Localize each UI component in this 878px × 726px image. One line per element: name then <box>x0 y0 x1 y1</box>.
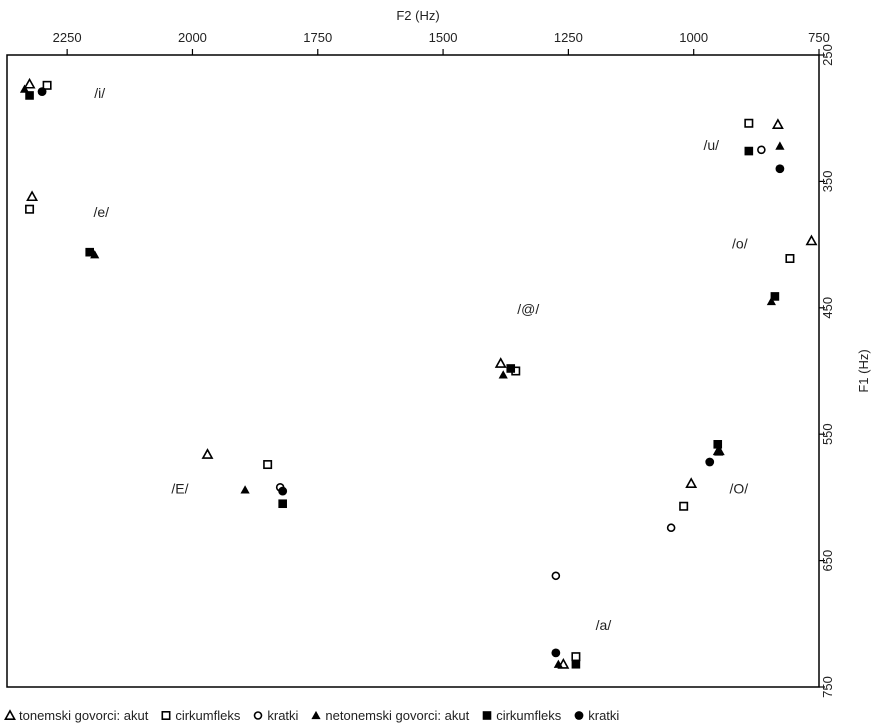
data-point-triangle-filled <box>19 84 30 93</box>
data-point-square-open <box>744 118 754 128</box>
legend-item: netonemski govorci: akut <box>310 708 469 723</box>
formant-scatter-chart: F2 (Hz) F1 (Hz) 2250 2000 1750 1500 1250 1000… <box>6 8 871 698</box>
data-point-square-open <box>679 501 689 511</box>
data-point-triangle-filled <box>766 296 776 306</box>
data-point-triangle-open <box>805 234 818 246</box>
data-point-triangle-open <box>26 190 39 202</box>
data-point-triangle-open <box>201 448 214 459</box>
y-tick-label: 550 <box>820 423 835 445</box>
data-point-circle-filled <box>37 87 47 97</box>
x-tick-label: 1500 <box>429 30 458 45</box>
vowel-label: /E/ <box>171 481 188 497</box>
data-point-triangle-open <box>771 118 784 129</box>
legend-marker-square-filled <box>482 711 492 720</box>
data-point-triangle-filled <box>240 485 250 494</box>
data-point-triangle-open <box>685 477 698 488</box>
y-tick-label: 650 <box>820 550 835 572</box>
data-point-square-filled <box>25 91 34 100</box>
vowel-label: /i/ <box>94 85 105 101</box>
legend-item: kratki <box>252 708 298 723</box>
data-point-triangle-filled <box>553 659 563 668</box>
data-point-square-filled <box>744 146 754 156</box>
vowel-label: /a/ <box>596 617 612 633</box>
data-point-square-open <box>42 80 52 90</box>
data-point-circle-open <box>666 523 676 533</box>
x-tick-label: 1000 <box>679 30 708 45</box>
legend-label: netonemski govorci: akut <box>325 707 470 723</box>
legend-symbol <box>4 709 16 720</box>
data-points <box>19 77 818 669</box>
vowel-label: /O/ <box>729 481 748 497</box>
legend-label: tonemski govorci: akut <box>19 707 149 723</box>
vowel-label: /e/ <box>93 204 109 220</box>
legend-item: kratki <box>573 708 619 723</box>
data-point-circle-open <box>551 571 561 581</box>
data-point-square-filled <box>85 247 95 257</box>
legend-symbol <box>161 710 171 721</box>
data-point-square-filled <box>278 499 287 509</box>
data-point-square-filled <box>713 440 723 449</box>
legend-label: kratki <box>588 707 620 723</box>
data-point-square-open <box>571 652 581 662</box>
vowel-label: /o/ <box>732 235 748 251</box>
x-tick-label: 2250 <box>53 30 82 45</box>
y-tick-label: 350 <box>820 171 835 193</box>
legend-symbol <box>311 710 322 720</box>
legend-marker-square-open <box>161 710 171 721</box>
data-point-square-open <box>263 460 273 470</box>
legend-marker-circle-filled <box>574 711 584 720</box>
data-point-triangle-filled <box>714 447 724 456</box>
vowel-label: /u/ <box>703 137 719 153</box>
legend: tonemski govorci: akut cirkumfleks kratki n… <box>4 704 631 726</box>
data-point-square-open <box>25 204 35 214</box>
legend-symbol <box>254 711 263 720</box>
data-point-triangle-open <box>494 357 507 368</box>
data-point-triangle-filled <box>498 370 508 379</box>
y-axis-ticks: 250 350 450 550 650 750 <box>819 44 835 698</box>
legend-label: kratki <box>267 707 299 723</box>
legend-marker-circle-open <box>254 711 263 720</box>
x-axis-title: F2 (Hz) <box>396 8 439 23</box>
data-point-square-filled <box>506 364 516 373</box>
data-point-triangle-open <box>23 77 36 89</box>
x-tick-label: 1750 <box>303 30 332 45</box>
y-tick-label: 450 <box>820 297 835 319</box>
legend-symbol <box>482 711 492 720</box>
plot-frame <box>6 54 820 688</box>
data-point-square-filled <box>571 659 581 669</box>
y-tick-label: 250 <box>820 44 835 66</box>
x-tick-label: 1250 <box>554 30 583 45</box>
data-point-circle-filled <box>705 457 715 467</box>
y-axis-title: F1 (Hz) <box>856 349 871 392</box>
x-tick-label: 750 <box>808 30 830 45</box>
data-point-circle-filled <box>278 486 288 496</box>
x-axis-ticks: 2250 2000 1750 1500 1250 1000 750 <box>53 30 830 55</box>
vowel-label: /@/ <box>517 301 539 317</box>
data-point-triangle-filled <box>775 141 785 150</box>
plot-area-border <box>6 54 820 688</box>
legend-item: cirkumfleks <box>160 708 240 723</box>
legend-item: cirkumfleks <box>481 708 561 723</box>
y-tick-label: 750 <box>820 676 835 698</box>
vowel-labels: /i/ /e/ /E/ /@/ /a/ /u/ /o/ /O/ <box>93 85 748 633</box>
data-point-circle-open <box>757 145 766 155</box>
data-point-square-open <box>785 254 795 264</box>
data-point-circle-filled <box>775 164 785 174</box>
legend-item: tonemski govorci: akut <box>4 708 148 723</box>
x-tick-label: 2000 <box>178 30 207 45</box>
legend-symbol <box>574 711 584 720</box>
legend-marker-triangle-open <box>4 709 16 720</box>
data-point-circle-filled <box>551 648 561 658</box>
legend-label: cirkumfleks <box>175 707 241 723</box>
legend-marker-triangle-filled <box>311 710 322 720</box>
legend-label: cirkumfleks <box>496 707 562 723</box>
data-point-square-filled <box>770 292 780 301</box>
